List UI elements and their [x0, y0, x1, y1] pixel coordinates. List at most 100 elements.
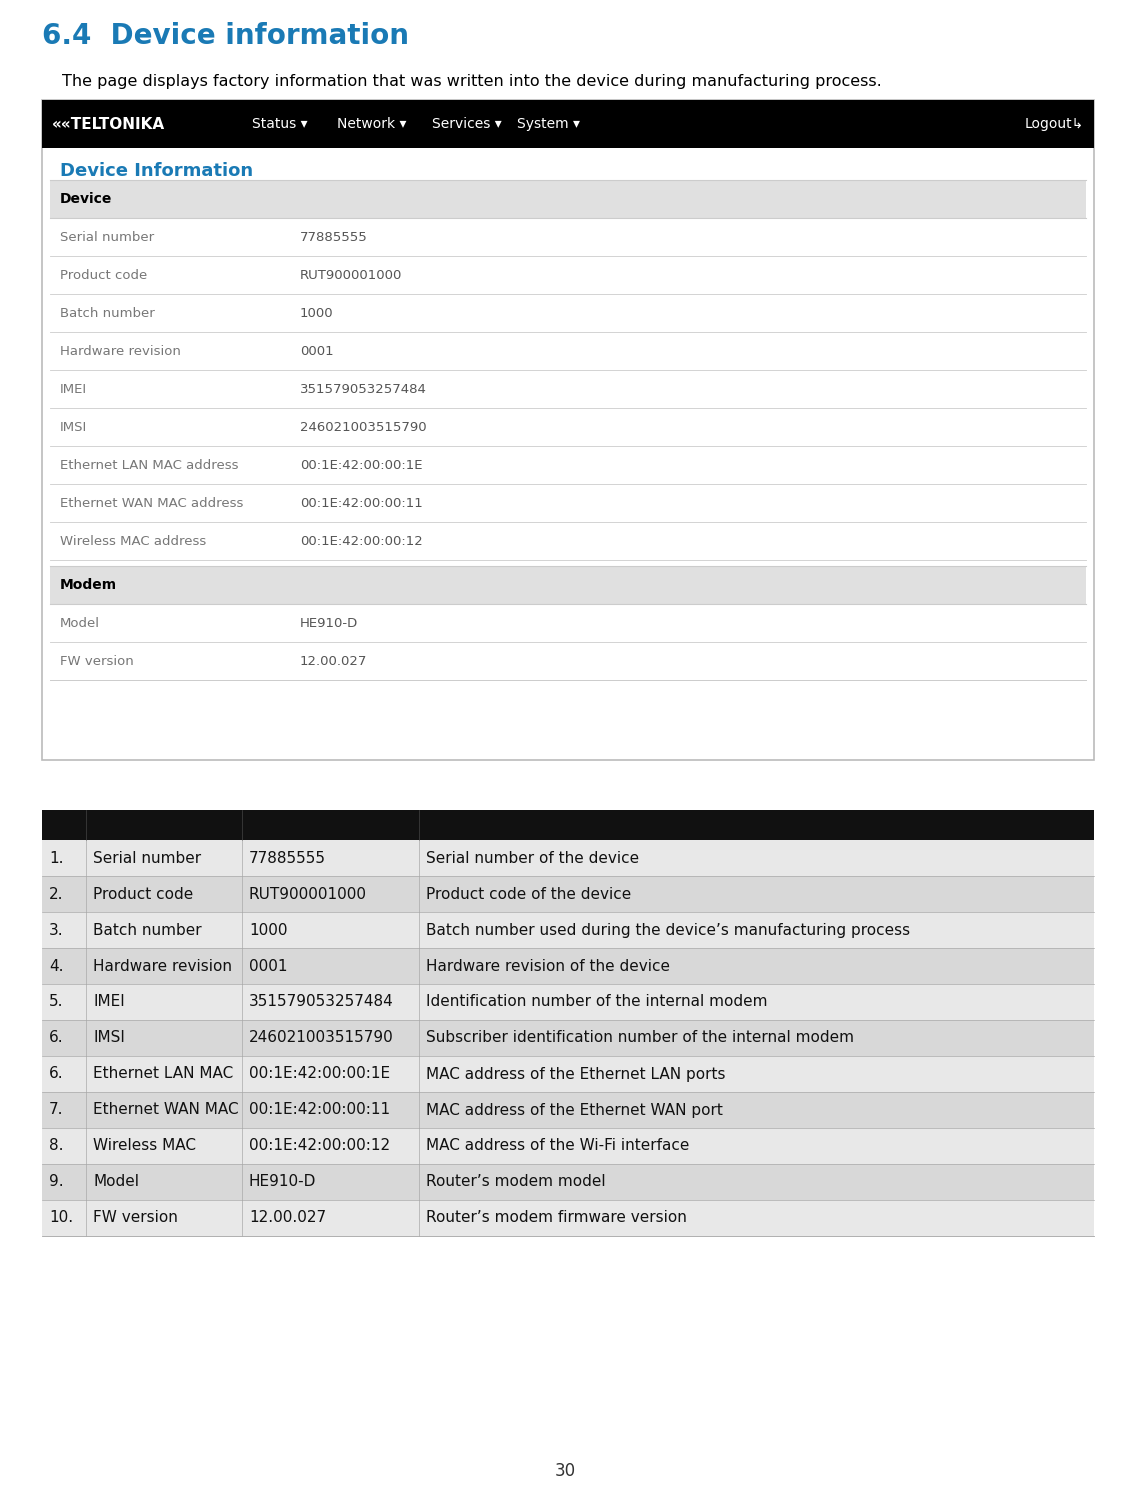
- Text: Services ▾: Services ▾: [432, 117, 502, 131]
- Text: 0001: 0001: [300, 345, 334, 357]
- Bar: [42, 99, 1094, 148]
- Text: Router’s modem model: Router’s modem model: [425, 1175, 605, 1190]
- Bar: [50, 604, 1086, 642]
- Text: 4.: 4.: [49, 958, 63, 973]
- Bar: [42, 1164, 1094, 1200]
- Text: 6.: 6.: [49, 1030, 63, 1045]
- Text: Ethernet LAN MAC address: Ethernet LAN MAC address: [60, 458, 239, 471]
- Text: 351579053257484: 351579053257484: [249, 994, 394, 1009]
- Text: 3.: 3.: [49, 923, 63, 938]
- Text: Batch number: Batch number: [60, 307, 155, 319]
- Text: IMEI: IMEI: [60, 383, 87, 396]
- Text: 30: 30: [555, 1462, 576, 1480]
- Bar: [42, 840, 1094, 876]
- Text: 351579053257484: 351579053257484: [300, 383, 426, 396]
- Text: 2.: 2.: [49, 887, 63, 902]
- Text: 00:1E:42:00:00:11: 00:1E:42:00:00:11: [249, 1102, 390, 1117]
- Text: 00:1E:42:00:00:11: 00:1E:42:00:00:11: [300, 497, 423, 509]
- Text: 77885555: 77885555: [300, 230, 368, 244]
- Text: IMSI: IMSI: [60, 420, 87, 434]
- Text: 1000: 1000: [300, 307, 334, 319]
- Text: 7.: 7.: [49, 1102, 63, 1117]
- Text: Network ▾: Network ▾: [337, 117, 406, 131]
- Bar: [50, 370, 1086, 408]
- Text: 00:1E:42:00:00:1E: 00:1E:42:00:00:1E: [300, 458, 423, 471]
- Bar: [42, 947, 1094, 983]
- Text: 00:1E:42:00:00:1E: 00:1E:42:00:00:1E: [249, 1066, 390, 1081]
- Text: 00:1E:42:00:00:12: 00:1E:42:00:00:12: [300, 535, 423, 548]
- Bar: [50, 181, 1086, 218]
- Text: IMEI: IMEI: [93, 994, 124, 1009]
- Text: Logout↳: Logout↳: [1025, 117, 1083, 131]
- Text: Product code: Product code: [60, 268, 147, 282]
- Bar: [42, 810, 1094, 840]
- Bar: [42, 1092, 1094, 1128]
- Text: MAC address of the Ethernet LAN ports: MAC address of the Ethernet LAN ports: [425, 1066, 725, 1081]
- Text: 77885555: 77885555: [249, 851, 326, 866]
- Bar: [50, 408, 1086, 446]
- Text: 6.: 6.: [49, 1066, 63, 1081]
- Text: 0001: 0001: [249, 958, 287, 973]
- Bar: [42, 1056, 1094, 1092]
- Text: Hardware revision: Hardware revision: [93, 958, 232, 973]
- Text: Ethernet WAN MAC: Ethernet WAN MAC: [93, 1102, 239, 1117]
- Text: 8.: 8.: [49, 1139, 63, 1154]
- Text: FW version: FW version: [60, 655, 133, 667]
- Text: 12.00.027: 12.00.027: [300, 655, 368, 667]
- Text: Wireless MAC address: Wireless MAC address: [60, 535, 206, 548]
- Bar: [50, 256, 1086, 294]
- Text: 10.: 10.: [49, 1211, 74, 1226]
- Text: Status ▾: Status ▾: [252, 117, 308, 131]
- Text: Device: Device: [60, 191, 112, 206]
- Bar: [50, 446, 1086, 483]
- Text: Product code of the device: Product code of the device: [425, 887, 631, 902]
- Text: 12.00.027: 12.00.027: [249, 1211, 326, 1226]
- Text: HE910-D: HE910-D: [249, 1175, 317, 1190]
- Bar: [50, 523, 1086, 560]
- Text: Serial number: Serial number: [93, 851, 201, 866]
- Bar: [42, 1200, 1094, 1236]
- Text: 1000: 1000: [249, 923, 287, 938]
- Text: 6.4  Device information: 6.4 Device information: [42, 23, 409, 50]
- Text: MAC address of the Ethernet WAN port: MAC address of the Ethernet WAN port: [425, 1102, 723, 1117]
- Bar: [42, 876, 1094, 913]
- Text: 5.: 5.: [49, 994, 63, 1009]
- Text: Hardware revision of the device: Hardware revision of the device: [425, 958, 670, 973]
- Text: Model: Model: [60, 616, 100, 630]
- Text: Serial number of the device: Serial number of the device: [425, 851, 639, 866]
- Bar: [50, 218, 1086, 256]
- Text: Router’s modem firmware version: Router’s modem firmware version: [425, 1211, 687, 1226]
- Text: Batch number: Batch number: [93, 923, 201, 938]
- Text: Device Information: Device Information: [60, 163, 253, 181]
- Bar: [42, 913, 1094, 947]
- Text: Modem: Modem: [60, 578, 118, 592]
- Bar: [42, 99, 1094, 761]
- Bar: [50, 294, 1086, 331]
- Text: Serial number: Serial number: [60, 230, 154, 244]
- Text: Product code: Product code: [93, 887, 193, 902]
- Text: Subscriber identification number of the internal modem: Subscriber identification number of the …: [425, 1030, 854, 1045]
- Text: Ethernet WAN MAC address: Ethernet WAN MAC address: [60, 497, 243, 509]
- Text: MAC address of the Wi-Fi interface: MAC address of the Wi-Fi interface: [425, 1139, 689, 1154]
- Text: Wireless MAC: Wireless MAC: [93, 1139, 196, 1154]
- Text: HE910-D: HE910-D: [300, 616, 359, 630]
- Text: RUT900001000: RUT900001000: [249, 887, 366, 902]
- Bar: [50, 331, 1086, 370]
- Text: Identification number of the internal modem: Identification number of the internal mo…: [425, 994, 767, 1009]
- Text: The page displays factory information that was written into the device during ma: The page displays factory information th…: [62, 74, 882, 89]
- Text: 246021003515790: 246021003515790: [300, 420, 426, 434]
- Text: 00:1E:42:00:00:12: 00:1E:42:00:00:12: [249, 1139, 390, 1154]
- Text: Model: Model: [93, 1175, 139, 1190]
- Text: Batch number used during the device’s manufacturing process: Batch number used during the device’s ma…: [425, 923, 909, 938]
- Text: Hardware revision: Hardware revision: [60, 345, 181, 357]
- Text: 9.: 9.: [49, 1175, 63, 1190]
- Text: Ethernet LAN MAC: Ethernet LAN MAC: [93, 1066, 233, 1081]
- Bar: [50, 642, 1086, 681]
- Bar: [42, 1128, 1094, 1164]
- Bar: [50, 483, 1086, 523]
- Bar: [50, 566, 1086, 604]
- Bar: [42, 1020, 1094, 1056]
- Text: RUT900001000: RUT900001000: [300, 268, 403, 282]
- Text: IMSI: IMSI: [93, 1030, 126, 1045]
- Text: ««TELTONIKA: ««TELTONIKA: [52, 116, 165, 131]
